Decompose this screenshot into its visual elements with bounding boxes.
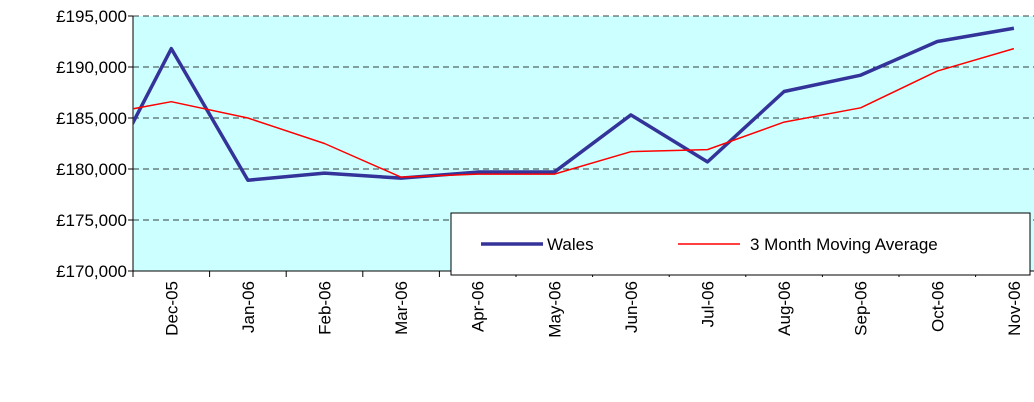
y-tick-label: £195,000 [56,7,127,26]
x-tick-label: Nov-06 [1005,281,1024,336]
x-tick-label: Sep-06 [852,281,871,336]
x-tick-label: Apr-06 [469,281,488,332]
legend [450,212,1031,276]
x-tick-label: May-06 [545,281,564,338]
y-tick-label: £170,000 [56,262,127,281]
legend-label: 3 Month Moving Average [750,235,938,254]
plot-lines [133,26,1015,182]
x-tick-label: Jun-06 [622,281,641,333]
x-tick-label: Mar-06 [392,281,411,335]
x-tick-label: Dec-05 [162,281,181,336]
y-tick-label: £180,000 [56,160,127,179]
series-line [133,47,1015,178]
x-tick-label: Feb-06 [316,281,335,335]
series-line [133,26,1015,182]
y-tick-label: £175,000 [56,211,127,230]
legend-label: Wales [547,235,594,254]
x-tick-label: Jan-06 [239,281,258,333]
x-tick-label: Jul-06 [699,281,718,327]
y-tick-label: £185,000 [56,109,127,128]
x-tick-label: Oct-06 [928,281,947,332]
y-tick-label: £190,000 [56,58,127,77]
x-tick-label: Aug-06 [775,281,794,336]
